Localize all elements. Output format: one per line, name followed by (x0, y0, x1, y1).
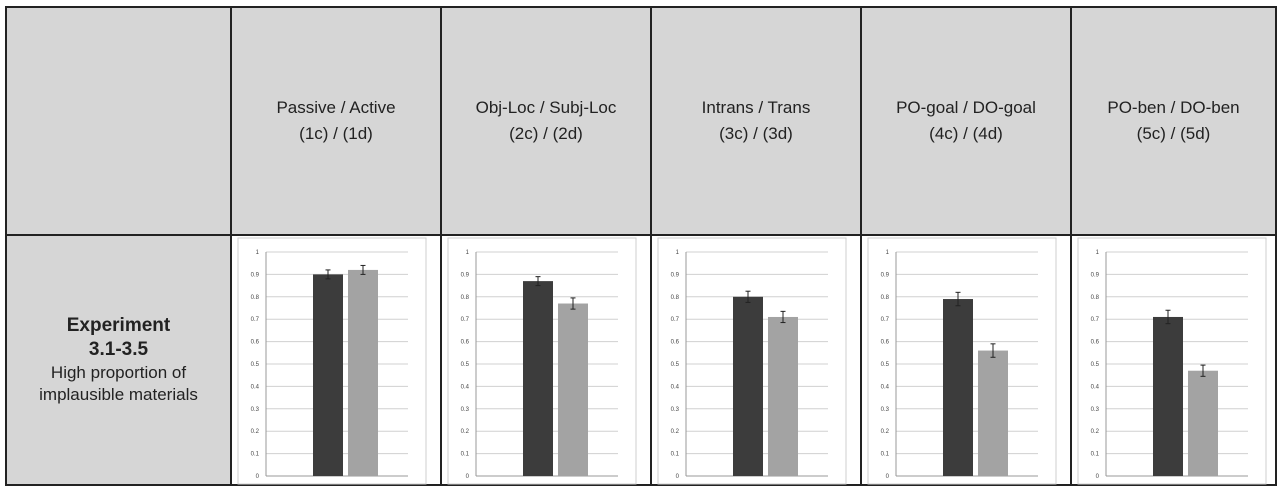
y-tick-label: 0.8 (881, 295, 890, 301)
y-tick-label: 0 (256, 474, 260, 480)
bar-2c (523, 281, 553, 476)
y-tick-label: 0.6 (881, 340, 890, 346)
bar-3c (733, 296, 763, 476)
y-tick-label: 0.2 (251, 429, 260, 435)
row-header-experiment: Experiment 3.1-3.5 High proportion of im… (5, 234, 232, 486)
y-tick-label: 1 (676, 250, 680, 256)
y-tick-label: 0.2 (461, 429, 470, 435)
y-tick-label: 0.7 (671, 317, 680, 323)
y-tick-label: 0.2 (671, 429, 680, 435)
y-tick-label: 1 (886, 250, 890, 256)
y-tick-label: 0.4 (671, 384, 680, 390)
y-tick-label: 0.9 (671, 272, 680, 278)
y-tick-label: 0.3 (251, 407, 260, 413)
corner-cell (5, 6, 232, 236)
y-tick-label: 0.2 (1091, 429, 1100, 435)
y-tick-label: 1 (1096, 250, 1100, 256)
y-tick-label: 0.3 (461, 407, 470, 413)
column-header-line1: PO-ben / DO-ben (1107, 98, 1240, 117)
column-header-line1: Passive / Active (276, 98, 396, 117)
y-tick-label: 0.8 (461, 295, 470, 301)
y-tick-label: 0.8 (671, 295, 680, 301)
bar-5d (1188, 370, 1218, 476)
y-tick-label: 0 (886, 474, 890, 480)
y-tick-label: 0.9 (461, 272, 470, 278)
column-header-objloc-subjloc: Obj-Loc / Subj-Loc (2c) / (2d) (440, 6, 652, 236)
y-tick-label: 0.1 (251, 452, 260, 458)
y-tick-label: 1 (466, 250, 470, 256)
column-header-line2: (4c) / (4d) (929, 124, 1003, 143)
y-tick-label: 0.5 (881, 362, 890, 368)
y-tick-label: 0.7 (251, 317, 260, 323)
y-tick-label: 0 (466, 474, 470, 480)
column-header-line2: (5c) / (5d) (1136, 124, 1211, 143)
bar-1c (313, 274, 343, 476)
y-tick-label: 0.8 (1091, 295, 1100, 301)
bar-2d (558, 303, 588, 476)
column-header-line1: Obj-Loc / Subj-Loc (475, 98, 617, 117)
y-tick-label: 0.6 (461, 340, 470, 346)
y-tick-label: 0.5 (1091, 362, 1100, 368)
y-tick-label: 0.8 (251, 295, 260, 301)
row-subtitle: High proportion of (50, 363, 187, 382)
column-header-line2: (3c) / (3d) (719, 124, 793, 143)
y-tick-label: 0.1 (461, 452, 470, 458)
y-tick-label: 0 (1096, 474, 1100, 480)
bar-1d (348, 269, 378, 476)
y-tick-label: 0.4 (461, 384, 470, 390)
column-header-line2: (1c) / (1d) (299, 124, 373, 143)
y-tick-label: 0.6 (1091, 340, 1100, 346)
y-tick-label: 0.3 (881, 407, 890, 413)
y-tick-label: 0.7 (881, 317, 890, 323)
column-header-passive-active: Passive / Active (1c) / (1d) (230, 6, 442, 236)
y-tick-label: 0.1 (881, 452, 890, 458)
column-header-pogoal-dogoal: PO-goal / DO-goal (4c) / (4d) (860, 6, 1072, 236)
y-tick-label: 0.5 (251, 362, 260, 368)
y-tick-label: 0.5 (461, 362, 470, 368)
y-tick-label: 0.9 (1091, 272, 1100, 278)
row-subtitle-2: implausible materials (39, 385, 198, 404)
y-tick-label: 0 (676, 474, 680, 480)
y-tick-label: 0.9 (251, 272, 260, 278)
y-tick-label: 0.6 (251, 340, 260, 346)
y-tick-label: 0.4 (251, 384, 260, 390)
y-tick-label: 0.9 (881, 272, 890, 278)
bar-5c (1153, 316, 1183, 476)
column-header-intrans-trans: Intrans / Trans (3c) / (3d) (650, 6, 862, 236)
bar-4c (943, 299, 973, 476)
y-tick-label: 0.3 (1091, 407, 1100, 413)
y-tick-label: 0.1 (671, 452, 680, 458)
y-tick-label: 1 (256, 250, 260, 256)
row-title-number: 3.1-3.5 (88, 339, 149, 360)
y-tick-label: 0.3 (671, 407, 680, 413)
y-tick-label: 0.4 (1091, 384, 1100, 390)
bar-4d (978, 350, 1008, 476)
y-tick-label: 0.4 (881, 384, 890, 390)
y-tick-label: 0.7 (1091, 317, 1100, 323)
column-header-line1: PO-goal / DO-goal (896, 98, 1036, 117)
y-tick-label: 0.7 (461, 317, 470, 323)
column-header-line1: Intrans / Trans (701, 98, 811, 117)
y-tick-label: 0.2 (881, 429, 890, 435)
column-header-line2: (2c) / (2d) (509, 124, 583, 143)
row-title: Experiment (66, 315, 171, 336)
y-tick-label: 0.5 (671, 362, 680, 368)
bar-3d (768, 316, 798, 476)
y-tick-label: 0.6 (671, 340, 680, 346)
y-tick-label: 0.1 (1091, 452, 1100, 458)
